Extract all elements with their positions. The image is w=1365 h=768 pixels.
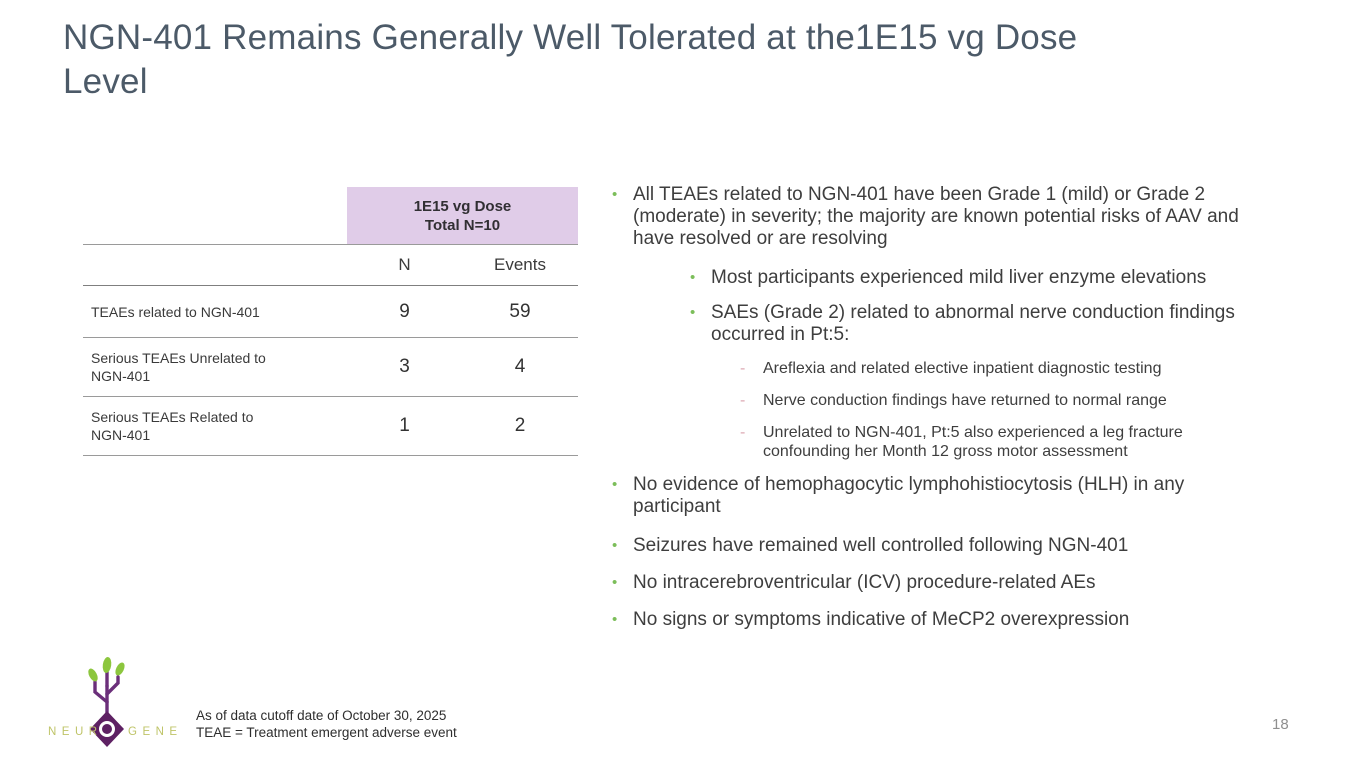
bullet-text: All TEAEs related to NGN-401 have been G…	[633, 184, 1239, 249]
bullet-dash-icon: -	[740, 392, 746, 409]
bullet-dot-icon: •	[612, 186, 618, 203]
table-column-header-row: N Events	[83, 245, 578, 286]
list-item: • Seizures have remained well controlled…	[612, 535, 1332, 557]
row-n-value: 9	[399, 300, 410, 322]
row-label: TEAEs related to NGN-401	[91, 303, 260, 320]
bullet-dot-icon: •	[612, 476, 618, 493]
neurogene-logo: NEUR GENE	[48, 657, 183, 747]
bullet-text: Unrelated to NGN-401, Pt:5 also experien…	[763, 424, 1183, 460]
footnotes: As of data cutoff date of October 30, 20…	[196, 707, 457, 741]
dose-header-line1: 1E15 vg Dose	[413, 197, 512, 215]
list-item: • No signs or symptoms indicative of MeC…	[612, 609, 1332, 631]
table-dose-header-row: 1E15 vg Dose Total N=10	[83, 187, 578, 245]
bullet-list: • All TEAEs related to NGN-401 have been…	[612, 184, 1332, 646]
bullet-dot-icon: •	[612, 611, 618, 628]
bullet-dash-icon: -	[740, 424, 746, 441]
column-header-n: N	[398, 255, 411, 274]
table-row: Serious TEAEs Unrelated to NGN-401 3 4	[83, 338, 578, 397]
column-header-events: Events	[494, 255, 546, 274]
table-row: Serious TEAEs Related to NGN-401 1 2	[83, 397, 578, 456]
bullet-text: SAEs (Grade 2) related to abnormal nerve…	[711, 302, 1235, 345]
brand-text-left: NEUR	[48, 726, 103, 738]
logo-tree-branches	[93, 670, 120, 716]
row-label: Serious TEAEs Unrelated to NGN-401	[91, 350, 266, 384]
brand-text-right: GENE	[128, 726, 183, 738]
list-item: • SAEs (Grade 2) related to abnormal ner…	[612, 302, 1332, 346]
bullet-dot-icon: •	[612, 574, 618, 591]
footnote-data-cutoff: As of data cutoff date of October 30, 20…	[196, 708, 447, 723]
bullet-text: Nerve conduction findings have returned …	[763, 392, 1167, 409]
row-n-value: 3	[399, 356, 410, 377]
list-item: • Most participants experienced mild liv…	[612, 267, 1332, 289]
footnote-teae-definition: TEAE = Treatment emergent adverse event	[196, 725, 457, 740]
dose-header-line2: Total N=10	[424, 216, 501, 234]
bullet-dot-icon: •	[612, 537, 618, 554]
bullet-text: Most participants experienced mild liver…	[711, 267, 1207, 288]
list-item: - Areflexia and related elective inpatie…	[612, 359, 1332, 378]
list-item: • No intracerebroventricular (ICV) proce…	[612, 572, 1332, 594]
bullet-dash-icon: -	[740, 360, 746, 377]
list-item: - Nerve conduction findings have returne…	[612, 391, 1332, 410]
bullet-text: No signs or symptoms indicative of MeCP2…	[633, 609, 1130, 630]
table-row: TEAEs related to NGN-401 9 59	[83, 286, 578, 338]
row-n-value: 1	[399, 415, 410, 436]
bullet-dot-icon: •	[690, 304, 696, 321]
dose-header-box: 1E15 vg Dose Total N=10	[347, 187, 578, 244]
page-number: 18	[1272, 716, 1289, 733]
row-label: Serious TEAEs Related to NGN-401	[91, 409, 254, 443]
row-events-value: 59	[509, 300, 531, 322]
bullet-dot-icon: •	[690, 269, 696, 286]
row-events-value: 2	[514, 415, 526, 436]
list-item: - Unrelated to NGN-401, Pt:5 also experi…	[612, 423, 1332, 461]
logo-leaves	[88, 657, 125, 682]
bullet-text: Areflexia and related elective inpatient…	[763, 360, 1162, 377]
safety-table: 1E15 vg Dose Total N=10 N Events TEAEs r…	[83, 187, 578, 456]
slide-title: NGN-401 Remains Generally Well Tolerated…	[63, 18, 1078, 101]
row-events-value: 4	[514, 356, 526, 377]
list-item: • No evidence of hemophagocytic lymphohi…	[612, 474, 1332, 518]
bullet-text: No intracerebroventricular (ICV) procedu…	[633, 572, 1096, 593]
logo-diamond-icon	[90, 711, 124, 747]
bullet-text: Seizures have remained well controlled f…	[633, 535, 1129, 556]
list-item: • All TEAEs related to NGN-401 have been…	[612, 184, 1332, 250]
bullet-text: No evidence of hemophagocytic lymphohist…	[633, 474, 1185, 517]
